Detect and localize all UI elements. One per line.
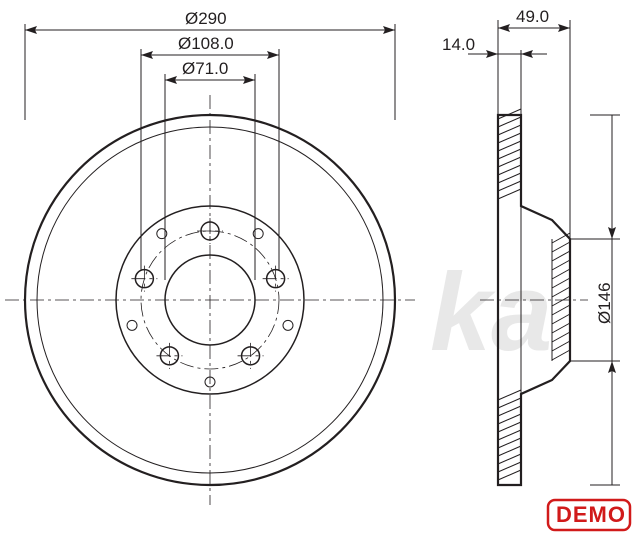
dim-offset: 49.0 — [516, 7, 549, 26]
dim-label: Ø108.0 — [178, 34, 234, 53]
locator-hole — [283, 320, 293, 330]
dim-label: Ø290 — [185, 9, 227, 28]
demo-text: DEMO — [556, 502, 626, 527]
dim-hat-dia: Ø146 — [595, 282, 614, 324]
dim-label: Ø71.0 — [182, 59, 228, 78]
watermark: ka — [430, 251, 552, 374]
dim-thickness: 14.0 — [442, 35, 475, 54]
locator-hole — [127, 320, 137, 330]
